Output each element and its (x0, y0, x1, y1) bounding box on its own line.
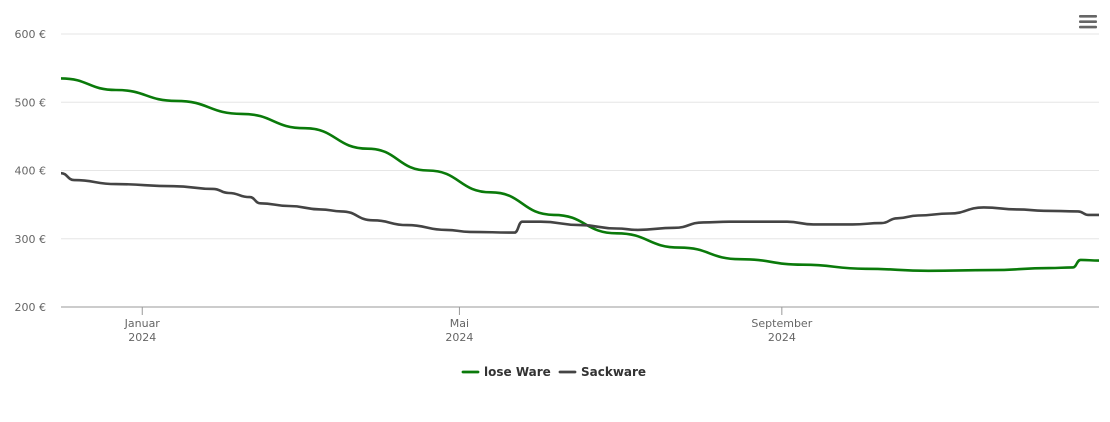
legend-label: lose Ware (484, 365, 551, 379)
series-lines (61, 77, 1099, 273)
x-tick-year-label: 2024 (445, 331, 473, 344)
y-tick-label: 400 € (15, 165, 47, 178)
legend-item-sackware[interactable]: Sackware (558, 365, 646, 379)
x-tick-year-label: 2024 (128, 331, 156, 344)
x-tick-label: Mai (450, 317, 469, 330)
x-tick-year-label: 2024 (768, 331, 796, 344)
x-tick-label: September (751, 317, 812, 330)
series-line-lose-ware[interactable] (61, 77, 1099, 273)
legend: lose Ware Sackware (461, 365, 646, 379)
y-tick-label: 600 € (15, 28, 47, 41)
legend-item-lose-ware[interactable]: lose Ware (461, 365, 551, 379)
series-line-sackware[interactable] (61, 171, 1099, 234)
y-axis: 200 € 300 € 400 € 500 € 600 € (15, 28, 47, 314)
menu-icon[interactable] (1079, 15, 1097, 29)
gridlines (61, 33, 1099, 240)
legend-label: Sackware (581, 365, 646, 379)
y-tick-label: 300 € (15, 233, 47, 246)
x-tick-label: Januar (124, 317, 161, 330)
y-tick-label: 500 € (15, 96, 47, 109)
y-tick-label: 200 € (15, 301, 47, 314)
